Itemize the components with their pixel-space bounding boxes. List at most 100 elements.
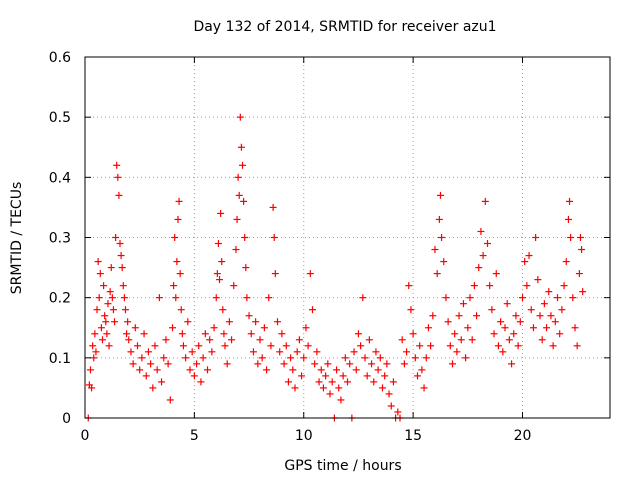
- data-point: [442, 294, 450, 302]
- data-point: [293, 348, 301, 356]
- data-point: [492, 270, 500, 278]
- data-point: [144, 348, 152, 356]
- data-point: [107, 264, 115, 272]
- data-point: [173, 258, 181, 266]
- data-point: [153, 366, 161, 374]
- data-point: [306, 270, 314, 278]
- data-point: [117, 252, 125, 260]
- data-point: [256, 336, 264, 344]
- data-point: [99, 336, 106, 344]
- data-point: [89, 342, 97, 350]
- data-point: [337, 396, 345, 404]
- data-point: [317, 366, 325, 374]
- data-point: [109, 306, 117, 314]
- data-point: [291, 384, 299, 392]
- data-point: [488, 306, 496, 314]
- data-point: [501, 324, 509, 332]
- data-point: [564, 215, 572, 223]
- data-point: [195, 342, 203, 350]
- data-point: [486, 282, 494, 290]
- y-tick-label: 0.4: [49, 170, 71, 186]
- data-point: [418, 366, 426, 374]
- data-point: [193, 360, 201, 368]
- data-point: [508, 360, 516, 368]
- data-point: [400, 360, 408, 368]
- chart-title: Day 132 of 2014, SRMTID for receiver azu…: [193, 19, 496, 35]
- data-point: [381, 372, 389, 380]
- data-point: [97, 324, 105, 332]
- y-tick-label: 0: [62, 411, 71, 427]
- data-point: [103, 330, 111, 338]
- data-point: [435, 215, 443, 223]
- data-point: [383, 360, 391, 368]
- data-point: [218, 258, 226, 266]
- data-point: [116, 240, 124, 248]
- data-point: [359, 294, 367, 302]
- data-point: [243, 294, 251, 302]
- x-tick-label: 5: [190, 428, 199, 444]
- data-point: [96, 270, 104, 278]
- data-point: [118, 264, 126, 272]
- x-tick-label: 0: [81, 428, 90, 444]
- data-point: [219, 306, 227, 314]
- data-point: [240, 197, 248, 205]
- data-point: [571, 324, 579, 332]
- data-point: [497, 318, 505, 326]
- data-point: [311, 360, 319, 368]
- data-point: [427, 342, 435, 350]
- data-point: [155, 294, 163, 302]
- axes: [84, 56, 611, 419]
- data-point: [440, 258, 448, 266]
- data-point: [576, 234, 584, 241]
- data-point: [459, 300, 467, 308]
- data-point: [470, 282, 478, 290]
- data-point: [249, 348, 257, 356]
- data-point: [389, 378, 397, 386]
- data-point: [457, 336, 465, 344]
- data-point: [394, 408, 402, 416]
- data-point: [267, 342, 275, 350]
- data-point: [182, 354, 190, 362]
- data-point: [174, 215, 182, 223]
- x-axis-label: GPS time / hours: [284, 458, 401, 474]
- data-point: [134, 342, 141, 350]
- data-point: [451, 330, 459, 338]
- data-points: [84, 113, 587, 422]
- data-point: [575, 270, 583, 278]
- x-tick-label: 10: [295, 428, 313, 444]
- data-point: [365, 336, 373, 344]
- data-point: [387, 402, 395, 410]
- data-point: [372, 348, 380, 356]
- data-point: [270, 234, 278, 241]
- y-tick-label: 0.1: [49, 351, 71, 367]
- data-point: [346, 360, 354, 368]
- data-point: [276, 348, 284, 356]
- data-point: [90, 354, 98, 362]
- data-point: [220, 330, 228, 338]
- data-point: [484, 240, 491, 248]
- data-point: [252, 318, 260, 326]
- data-point: [298, 372, 306, 380]
- data-point: [234, 173, 242, 181]
- data-point: [558, 306, 566, 314]
- data-point: [86, 366, 94, 374]
- data-point: [431, 246, 439, 254]
- data-point: [235, 191, 243, 199]
- data-point: [302, 324, 310, 332]
- data-point: [579, 288, 587, 296]
- data-point: [102, 318, 110, 326]
- data-point: [538, 336, 546, 344]
- data-point: [554, 294, 561, 302]
- data-point: [124, 318, 132, 326]
- data-point: [420, 384, 428, 392]
- data-point: [149, 384, 157, 392]
- data-point: [304, 342, 312, 350]
- data-point: [494, 342, 502, 350]
- data-point: [464, 324, 472, 332]
- data-point: [236, 113, 244, 121]
- data-point: [514, 342, 522, 350]
- data-point: [280, 360, 288, 368]
- data-point: [416, 342, 424, 350]
- data-point: [462, 354, 470, 362]
